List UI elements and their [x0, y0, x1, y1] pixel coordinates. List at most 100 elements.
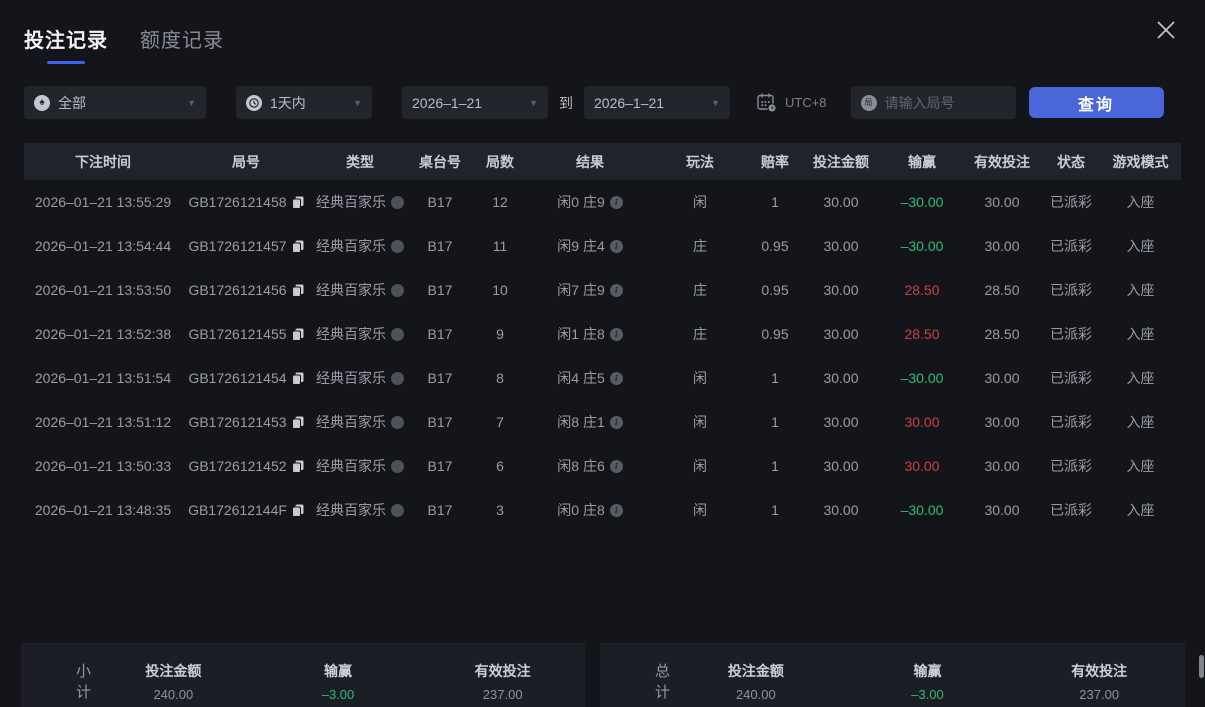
cell-bet-amount: 30.00	[823, 282, 859, 298]
header-win-loss: 输赢	[908, 153, 936, 170]
cell-valid-bet: 28.50	[984, 326, 1020, 342]
cell-rounds: 8	[496, 370, 504, 386]
cell-odds: 0.95	[761, 238, 789, 254]
game-replay-icon[interactable]	[391, 195, 404, 209]
result-info-icon[interactable]: i	[609, 195, 623, 209]
cell-odds: 1	[771, 502, 779, 518]
copy-icon[interactable]	[291, 460, 304, 473]
copy-icon[interactable]	[291, 328, 304, 341]
cell-odds: 1	[771, 458, 779, 474]
cell-table-no: B17	[427, 282, 453, 298]
result-info-icon[interactable]: i	[609, 327, 623, 341]
tab-betting-records-label: 投注记录	[24, 30, 108, 52]
tab-betting-records[interactable]: 投注记录	[24, 24, 108, 64]
cell-result: 闲1 庄8 i	[530, 324, 650, 344]
game-replay-icon[interactable]	[391, 239, 404, 253]
cell-round-id: GB1726121458	[182, 194, 310, 210]
cell-bet-time: 2026–01–21 13:51:54	[34, 370, 172, 386]
cell-round-id: GB1726121455	[182, 326, 310, 342]
cell-valid-bet: 30.00	[984, 502, 1020, 518]
cell-valid-bet: 30.00	[984, 238, 1020, 254]
result-info-icon[interactable]: i	[609, 503, 623, 517]
date-to-select[interactable]: 2026–1–21 ▼	[584, 86, 730, 119]
result-info-icon[interactable]: i	[609, 371, 623, 385]
cell-bet-amount: 30.00	[823, 194, 859, 210]
date-from-select[interactable]: 2026–1–21 ▼	[402, 86, 548, 119]
cell-valid-bet: 30.00	[984, 414, 1020, 430]
cell-rounds: 10	[492, 282, 508, 298]
cell-status: 已派彩	[1050, 414, 1092, 430]
cell-type: 经典百家乐	[310, 412, 410, 432]
cell-win-loss: –30.00	[900, 238, 944, 254]
cell-status: 已派彩	[1050, 238, 1092, 254]
header-game-mode: 游戏模式	[1112, 153, 1169, 170]
result-info-icon[interactable]: i	[609, 459, 623, 473]
cell-play: 庄	[693, 238, 707, 254]
subtotal-bet-amount: 投注金额 240.00	[145, 662, 202, 702]
date-from-value: 2026–1–21	[412, 94, 483, 111]
cell-valid-bet: 30.00	[984, 194, 1020, 210]
cell-type: 经典百家乐	[310, 324, 410, 344]
game-replay-icon[interactable]	[391, 415, 404, 429]
round-search-box[interactable]: 局	[850, 86, 1016, 119]
tab-bar: 投注记录 额度记录	[24, 24, 224, 64]
header-bet-time: 下注时间	[75, 153, 131, 170]
cell-game-mode: 入座	[1126, 282, 1155, 298]
query-button[interactable]: 查询	[1028, 87, 1164, 118]
table-row: 2026–01–21 13:50:33 GB1726121452 经典百家乐 B…	[24, 444, 1181, 488]
time-range-select[interactable]: 1天内 ▼	[236, 86, 372, 119]
game-type-select[interactable]: ♠ 全部 ▼	[24, 86, 206, 119]
cell-bet-amount: 30.00	[823, 458, 859, 474]
game-replay-icon[interactable]	[391, 503, 404, 517]
game-replay-icon[interactable]	[391, 371, 404, 385]
copy-icon[interactable]	[291, 504, 304, 517]
cell-status: 已派彩	[1050, 502, 1092, 518]
result-info-icon[interactable]: i	[609, 239, 623, 253]
game-replay-icon[interactable]	[391, 459, 404, 473]
cell-win-loss: 28.50	[904, 282, 940, 298]
cell-bet-time: 2026–01–21 13:54:44	[34, 238, 172, 254]
game-replay-icon[interactable]	[391, 283, 404, 297]
chevron-down-icon: ▼	[529, 97, 538, 108]
header-odds: 赔率	[761, 153, 789, 170]
round-search-input[interactable]	[884, 94, 1006, 111]
date-to-value: 2026–1–21	[594, 94, 665, 111]
copy-icon[interactable]	[291, 240, 304, 253]
cell-rounds: 9	[496, 326, 504, 342]
close-button[interactable]	[1153, 17, 1179, 43]
cell-type: 经典百家乐	[310, 280, 410, 300]
cell-valid-bet: 30.00	[984, 458, 1020, 474]
cell-odds: 1	[771, 414, 779, 430]
cell-rounds: 6	[496, 458, 504, 474]
header-result: 结果	[576, 153, 604, 170]
cell-type: 经典百家乐	[310, 236, 410, 256]
active-tab-underline	[47, 61, 85, 64]
copy-icon[interactable]	[291, 196, 304, 209]
calendar-clock-icon	[757, 93, 777, 113]
chevron-down-icon: ▼	[187, 97, 196, 108]
table-row: 2026–01–21 13:51:12 GB1726121453 经典百家乐 B…	[24, 400, 1181, 444]
cell-play: 闲	[693, 194, 707, 210]
cell-type: 经典百家乐	[310, 456, 410, 476]
cell-odds: 1	[771, 370, 779, 386]
copy-icon[interactable]	[291, 416, 304, 429]
cell-type: 经典百家乐	[310, 368, 410, 388]
game-replay-icon[interactable]	[391, 327, 404, 341]
copy-icon[interactable]	[291, 284, 304, 297]
copy-icon[interactable]	[291, 372, 304, 385]
cell-table-no: B17	[427, 194, 453, 210]
betting-records-table: 下注时间 局号 类型 桌台号 局数 结果 玩法 赔率 投注金额 输赢 有效投注 …	[24, 143, 1181, 532]
scrollbar-thumb[interactable]	[1199, 655, 1204, 678]
cell-result: 闲8 庄1 i	[530, 412, 650, 432]
result-info-icon[interactable]: i	[609, 415, 623, 429]
tab-quota-records[interactable]: 额度记录	[140, 24, 224, 64]
header-play: 玩法	[686, 153, 714, 170]
subtotal-valid-bet: 有效投注 237.00	[474, 662, 531, 702]
cell-play: 闲	[693, 414, 707, 430]
result-info-icon[interactable]: i	[609, 283, 623, 297]
cell-win-loss: 30.00	[904, 414, 940, 430]
cell-odds: 0.95	[761, 326, 789, 342]
cell-bet-time: 2026–01–21 13:48:35	[34, 502, 172, 518]
header-round-id: 局号	[232, 153, 260, 170]
